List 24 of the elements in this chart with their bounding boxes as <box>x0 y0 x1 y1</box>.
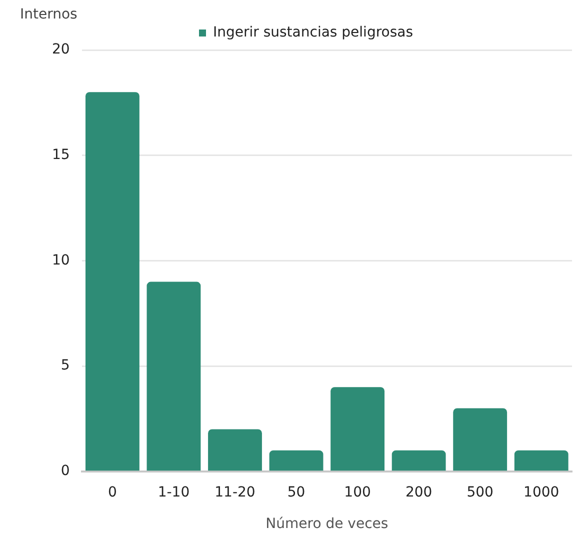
legend-label: Ingerir sustancias peligrosas <box>212 24 414 41</box>
x-tick-label: 11-20 <box>214 484 256 500</box>
bar <box>85 92 140 471</box>
x-tick-label: 1-10 <box>158 484 190 500</box>
bar <box>330 387 385 471</box>
bar <box>208 429 262 471</box>
x-axis-title: Número de veces <box>266 516 388 532</box>
x-tick-label: 1000 <box>524 484 560 500</box>
y-tick-label: 20 <box>52 42 70 58</box>
bar <box>392 450 446 471</box>
x-tick-label: 200 <box>405 484 432 500</box>
y-tick-label: 15 <box>52 146 70 163</box>
bar <box>269 450 324 471</box>
x-tick-label: 0 <box>108 484 117 500</box>
bar <box>146 282 201 471</box>
y-axis-title: Internos <box>20 6 78 23</box>
y-tick-label: 0 <box>60 463 70 480</box>
x-tick-label: 50 <box>287 484 306 500</box>
x-tick-label: 500 <box>466 484 494 500</box>
y-tick-label: 10 <box>52 252 70 268</box>
y-tick-label: 5 <box>60 358 70 374</box>
bar <box>514 450 568 471</box>
x-tick-label: 100 <box>344 484 371 500</box>
bar <box>453 408 508 471</box>
